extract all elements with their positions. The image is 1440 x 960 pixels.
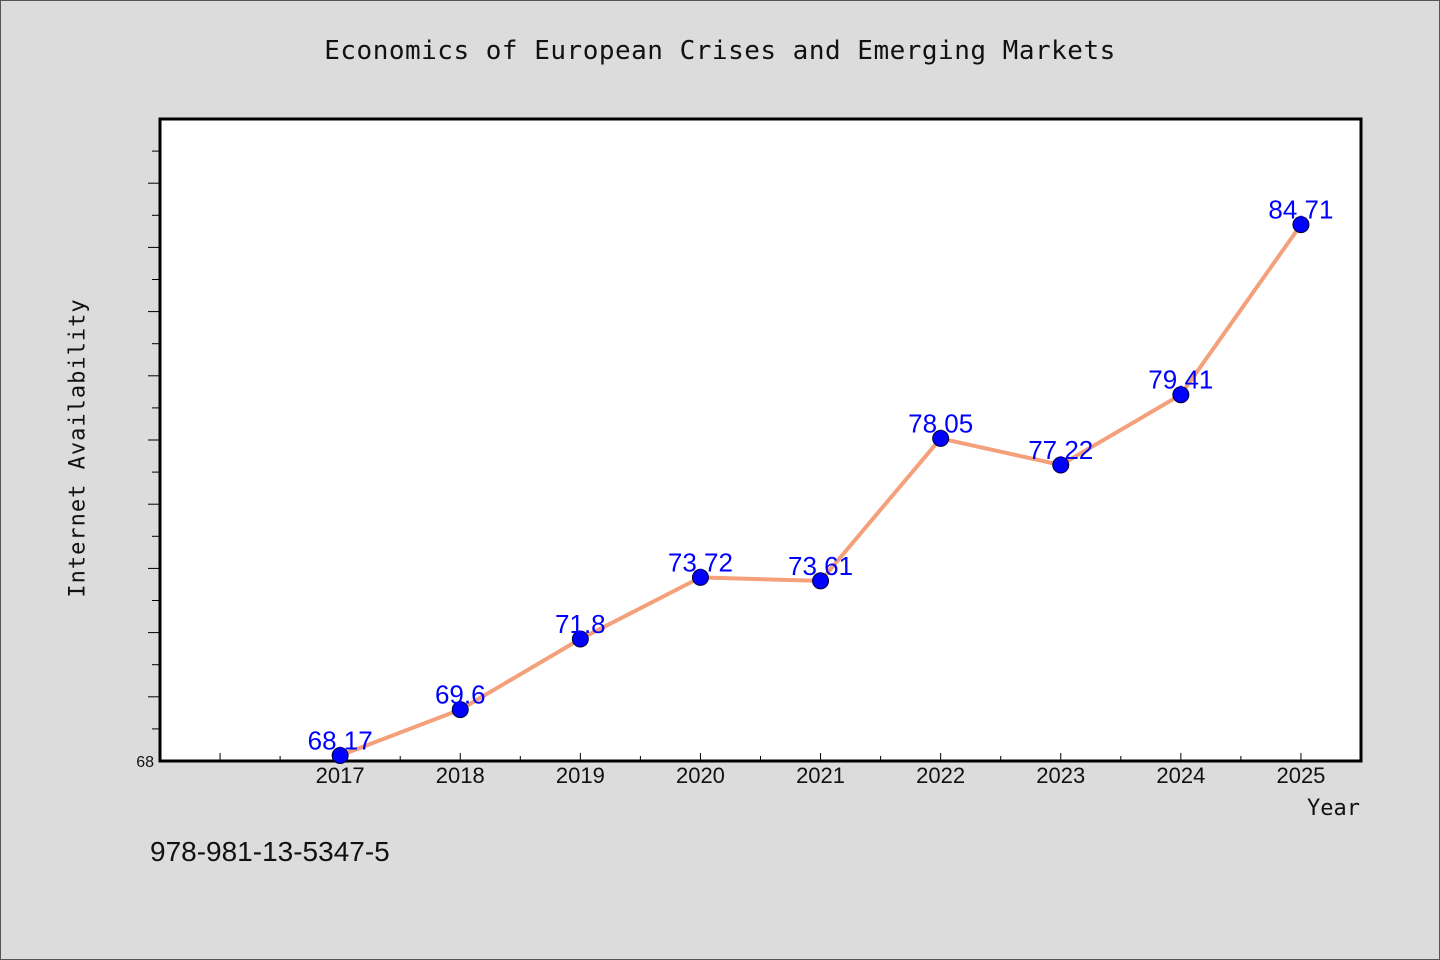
labels-layer: 68.17 69.6 71.8 73.72 73.61 78.05 77.22 79.41 84… <box>308 195 1334 756</box>
chart-title: Economics of European Crises and Emergin… <box>324 36 1116 66</box>
y-tick-label: 68 <box>136 754 154 771</box>
data-point <box>571 630 589 648</box>
series-layer <box>331 216 1310 765</box>
data-label: 69.6 <box>435 680 486 710</box>
data-point <box>812 572 830 590</box>
x-tick-label: 2024 <box>1156 763 1205 788</box>
data-label: 73.72 <box>668 547 733 577</box>
data-point <box>691 568 709 586</box>
x-tick-label: 2021 <box>796 763 845 788</box>
data-point <box>1052 456 1070 474</box>
x-tick-label: 2022 <box>916 763 965 788</box>
data-label: 79.41 <box>1148 365 1213 395</box>
data-point <box>1172 386 1190 404</box>
data-label: 77.22 <box>1028 435 1093 465</box>
data-label: 71.8 <box>555 609 606 639</box>
data-point <box>331 747 349 765</box>
isbn-code: 978-981-13-5347-5 <box>150 836 390 867</box>
x-tick-label: 2018 <box>436 763 485 788</box>
x-tick-label: 2020 <box>676 763 725 788</box>
x-tick-label: 2025 <box>1276 763 1325 788</box>
ticks-layer: 2017 2018 2019 2020 2021 2022 2023 2024 2025 68 <box>136 150 1362 788</box>
data-point <box>451 701 469 719</box>
x-axis-label: Year <box>1307 796 1360 821</box>
data-point <box>932 429 950 447</box>
data-label: 84.71 <box>1268 195 1333 225</box>
data-label: 68.17 <box>308 726 373 756</box>
x-tick-label: 2019 <box>556 763 605 788</box>
data-label: 78.05 <box>908 408 973 438</box>
data-point <box>1292 216 1310 234</box>
x-tick-label: 2023 <box>1036 763 1085 788</box>
plot-area <box>158 117 1363 763</box>
data-label: 73.61 <box>788 551 853 581</box>
x-tick-label: 2017 <box>316 763 365 788</box>
